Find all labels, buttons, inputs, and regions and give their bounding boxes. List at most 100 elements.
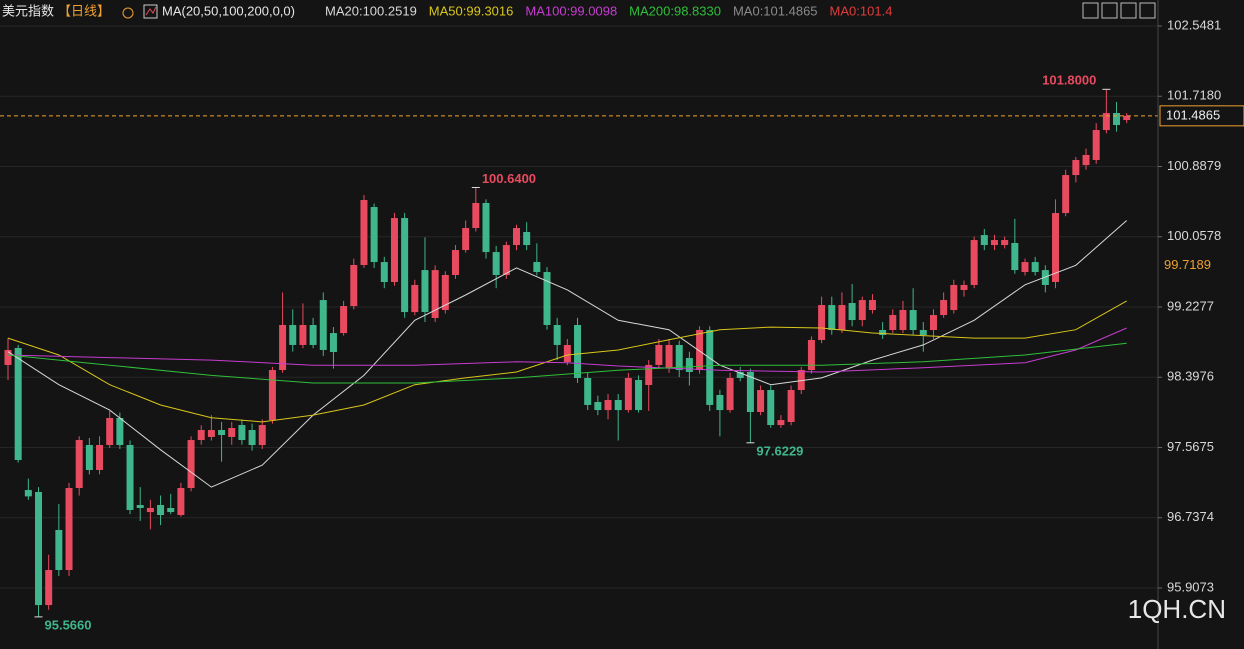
candle-body [401,218,409,313]
candle-body [665,344,673,368]
candle-body [451,250,459,275]
candle-body [563,344,571,362]
indicator-icon[interactable] [143,4,158,19]
candle-body [1092,130,1100,160]
candle-body [533,262,541,273]
candle-body [1082,154,1090,166]
candle-body [411,284,419,313]
candle-body [797,370,805,390]
candle-body [685,358,693,372]
candle-body [919,329,927,335]
candle-body [370,207,378,263]
candle-body [299,325,307,345]
candle-body [319,300,327,350]
candle-body [1123,115,1131,121]
candle-body [807,339,815,371]
candle-body [350,265,358,307]
annotation-label: 95.5660 [45,617,92,632]
candle-body [980,235,988,246]
watermark: 1QH.CN [1128,594,1226,624]
tool-button[interactable] [1101,2,1118,19]
candle-body [828,305,836,330]
y-tick-label: 98.3976 [1167,369,1214,384]
candle-body [146,507,154,513]
candle-body [482,202,490,253]
candle-body [696,329,704,371]
indicator-icon-line [145,6,157,16]
title: 美元指数 [2,3,54,18]
y-tick-label: 101.7180 [1167,88,1221,103]
y-tick-label: 95.9073 [1167,579,1214,594]
legend-entry: MA200:98.8330 [629,3,721,18]
candle-body [858,300,866,321]
candle-body [55,529,63,571]
candle-body [4,349,12,365]
candle-body [777,420,785,426]
candle-body [1011,242,1019,271]
candle-body [1062,175,1070,214]
candle-body [14,348,22,460]
candle-body [258,425,266,446]
y-tick-label: 100.8879 [1167,158,1221,173]
tool-button[interactable] [1082,2,1099,19]
candle-body [990,240,998,246]
candle-body [35,491,43,606]
legend-entry: MA20:100.2519 [325,3,417,18]
ma-line [7,327,1127,373]
candle-body [899,310,907,330]
candle-body [1072,159,1080,176]
candle-body [614,399,622,411]
tool-button[interactable] [1120,2,1137,19]
candle-body [492,252,500,275]
candle-body [838,305,846,330]
legend-entry: MA0:101.4 [830,3,893,18]
candle-body [360,200,368,266]
candle-body [635,380,643,411]
candle-body [248,430,256,446]
legend-entry: MA50:99.3016 [429,3,514,18]
candle-body [757,389,765,413]
settings-icon[interactable] [122,7,134,19]
legend-entry: MA0:101.4865 [733,3,818,18]
candle-body [1021,262,1029,273]
candle-body [584,377,592,405]
candle-body [441,274,449,311]
candle-body [543,272,551,326]
candle-body [624,377,632,411]
header: 美元指数 【日线】 MA(20,50,100,200,0,0) MA20:100… [2,2,1156,19]
candle-body [218,430,226,436]
candle-body [96,445,104,470]
candle-body [1001,240,1009,246]
candle-body [818,305,826,340]
legend-entry: MA100:99.0098 [525,3,617,18]
candle-body [75,440,83,489]
candle-body [1031,262,1039,273]
candle-body [574,325,582,378]
y-tick-label: 102.5481 [1167,17,1221,32]
candle-body [126,445,134,511]
candle-body [340,306,348,334]
candle-body [929,315,937,330]
candle-body [594,402,602,411]
candle-body [940,300,948,316]
candle-body [716,394,724,411]
candle-body [909,310,917,330]
candle-body [116,418,124,446]
candle-body [879,329,887,335]
candle-body [848,302,856,321]
candle-body [106,418,114,446]
candle-body [950,284,958,311]
candle-body [523,231,531,246]
candle-body [1113,113,1121,126]
candle-body [1052,213,1060,283]
tool-button[interactable] [1139,2,1156,19]
candle-body [309,325,317,345]
candle-body [472,202,480,229]
candle-body [279,325,287,371]
candle-body [380,262,388,283]
y-tick-label: 96.7374 [1167,509,1214,524]
candle-body [655,344,663,365]
period: 【日线】 [58,3,110,18]
